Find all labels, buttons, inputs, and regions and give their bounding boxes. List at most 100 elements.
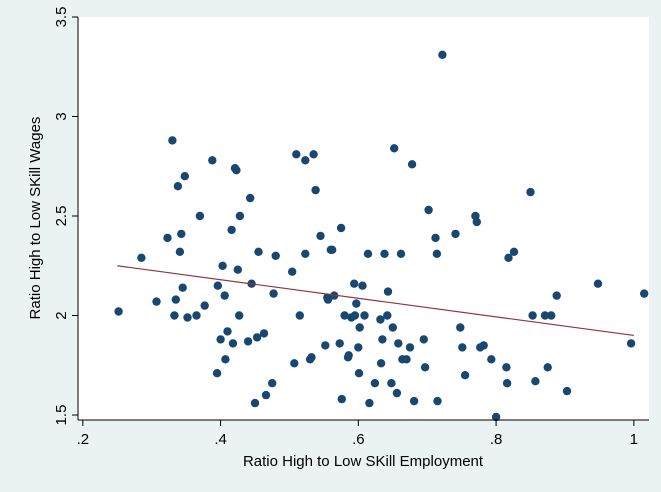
data-point	[402, 355, 411, 364]
data-point	[290, 359, 299, 368]
data-point	[419, 335, 428, 344]
data-point	[355, 323, 364, 332]
data-point	[213, 281, 222, 290]
data-point	[593, 279, 603, 288]
data-point	[227, 225, 236, 235]
data-point	[228, 339, 238, 348]
x-tick-label: .4	[214, 431, 227, 448]
data-point	[431, 233, 440, 243]
x-axis-ticks: .2 .4 .6 .8 1	[77, 420, 638, 448]
data-point	[350, 279, 359, 288]
data-point	[376, 359, 386, 368]
data-point	[405, 343, 415, 352]
data-point	[626, 339, 636, 348]
data-point	[180, 172, 189, 181]
x-tick-label: .2	[77, 431, 90, 448]
data-point	[208, 156, 217, 165]
data-point	[183, 313, 192, 322]
x-tick-label: 1	[630, 431, 638, 448]
data-point	[336, 223, 346, 233]
data-point	[383, 287, 393, 296]
data-point	[390, 144, 399, 153]
data-point	[354, 369, 364, 378]
data-point	[376, 315, 385, 324]
data-point	[163, 233, 172, 243]
data-point	[540, 311, 550, 320]
data-point	[328, 245, 337, 254]
data-point	[472, 217, 481, 227]
data-point	[396, 249, 406, 258]
data-point	[323, 295, 333, 304]
data-point	[420, 363, 430, 372]
data-point	[552, 291, 561, 300]
fit-line	[117, 265, 634, 337]
data-point	[271, 251, 280, 260]
data-point	[218, 261, 227, 270]
data-point	[502, 379, 512, 388]
data-point	[152, 297, 161, 306]
data-point	[432, 249, 442, 258]
data-point	[458, 343, 467, 352]
data-point	[335, 339, 344, 348]
x-tick-label: .8	[490, 431, 503, 448]
data-point	[509, 247, 519, 256]
data-point	[288, 267, 297, 276]
data-point	[526, 187, 535, 197]
data-point	[259, 329, 269, 338]
data-point	[433, 396, 442, 406]
data-point	[235, 311, 244, 320]
data-point	[114, 307, 123, 316]
data-point	[221, 355, 230, 364]
data-point	[269, 289, 278, 298]
data-point	[502, 363, 511, 372]
y-tick-label: 3.5	[53, 7, 70, 28]
y-tick-label: 2.5	[53, 206, 70, 227]
x-axis-label: Ratio High to Low SKill Employment	[243, 453, 484, 470]
data-point	[232, 166, 241, 175]
data-point	[350, 311, 360, 320]
data-point	[309, 150, 318, 159]
data-point	[192, 311, 201, 320]
data-point	[254, 247, 263, 256]
data-point	[171, 295, 180, 304]
data-point	[394, 339, 403, 348]
plot-area	[78, 17, 649, 420]
y-tick-label: 2	[53, 311, 70, 319]
data-point	[307, 353, 316, 362]
data-point	[246, 193, 255, 203]
data-point	[321, 341, 330, 350]
data-point	[354, 343, 363, 352]
data-point	[387, 379, 396, 388]
data-point	[383, 311, 392, 320]
x-tick-label: .6	[352, 431, 365, 448]
data-point	[216, 335, 225, 344]
data-point	[337, 394, 346, 404]
data-point	[295, 311, 304, 320]
data-point	[438, 50, 447, 59]
data-point	[137, 253, 146, 262]
data-point	[388, 323, 397, 332]
data-point	[292, 150, 301, 159]
data-point	[352, 299, 361, 308]
data-point	[311, 185, 320, 195]
data-point	[370, 379, 380, 388]
data-point	[268, 379, 277, 388]
data-point	[479, 341, 488, 350]
data-point	[175, 247, 185, 256]
y-tick-label: 1.5	[53, 405, 70, 426]
data-point	[358, 281, 367, 290]
data-point	[235, 211, 245, 221]
data-point	[250, 398, 260, 408]
data-point	[365, 398, 374, 408]
data-point	[261, 390, 271, 400]
data-point	[178, 283, 187, 292]
data-point	[456, 323, 465, 332]
data-point	[252, 333, 262, 342]
data-point	[243, 337, 253, 346]
data-point	[451, 229, 460, 239]
data-point	[360, 311, 369, 320]
data-point	[424, 205, 433, 215]
data-point	[547, 311, 556, 320]
data-point	[363, 249, 373, 258]
